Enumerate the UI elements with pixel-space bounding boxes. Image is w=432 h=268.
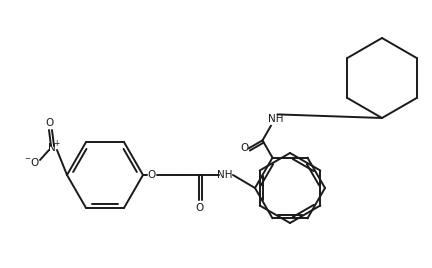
- Text: +: +: [53, 139, 59, 147]
- Text: N: N: [48, 143, 56, 153]
- Text: NH: NH: [217, 170, 233, 180]
- Text: O: O: [196, 203, 204, 213]
- Text: O: O: [148, 170, 156, 180]
- Text: O: O: [46, 118, 54, 128]
- Text: O: O: [241, 143, 249, 153]
- Text: $^{-}$O: $^{-}$O: [24, 156, 40, 168]
- Text: NH: NH: [268, 114, 283, 124]
